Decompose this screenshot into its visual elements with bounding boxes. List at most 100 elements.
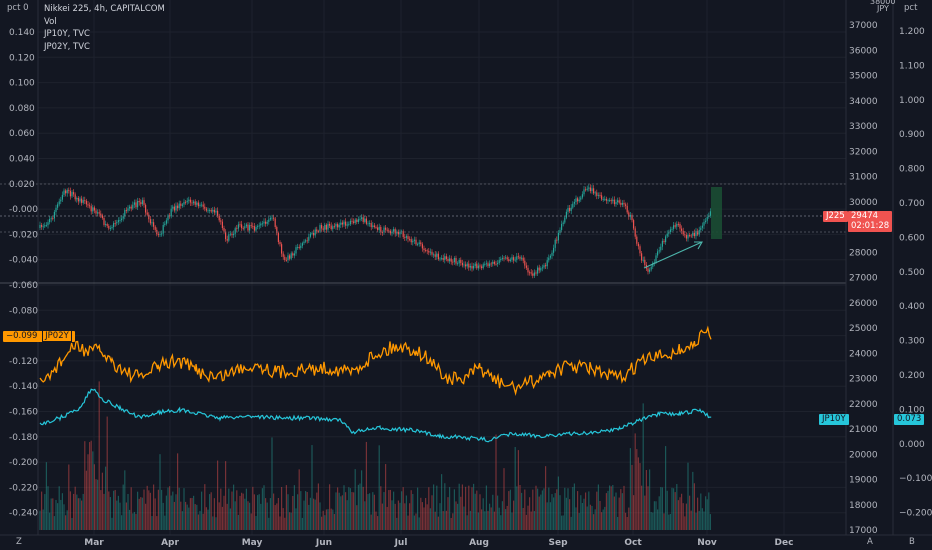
candle-body (381, 232, 383, 233)
candle-body (39, 225, 41, 228)
candle-body (247, 224, 249, 231)
candle-body (687, 234, 689, 239)
candle-body (285, 260, 287, 261)
volume-bar (556, 489, 558, 530)
volume-bar (671, 487, 673, 530)
candle-body (449, 258, 451, 262)
volume-bar (703, 511, 705, 530)
candle-body (626, 205, 628, 213)
volume-bar (117, 495, 119, 530)
candle-body (596, 192, 598, 196)
volume-bar (322, 510, 324, 530)
right-axis-unit[interactable]: pct (904, 3, 918, 13)
candle-body (511, 257, 513, 260)
volume-bar (234, 501, 236, 530)
candle-body (135, 202, 137, 208)
legend-main-series[interactable]: Nikkei 225, 4h, CAPITALCOM (44, 4, 165, 14)
candle-body (359, 218, 361, 220)
jp02y-value-badge: −0.099 JP02Y (3, 330, 75, 342)
volume-bar (314, 499, 316, 530)
volume-bar (135, 513, 137, 530)
candle-body (161, 233, 163, 235)
volume-bar (68, 464, 70, 530)
right-axis[interactable]: 1.200 1.100 1.000 0.900 0.800 0.700 0.600 0.500… (899, 27, 932, 519)
volume-bar (161, 489, 163, 530)
time-axis[interactable]: Mar Apr May Jun Jul Aug Sep Oct Nov Dec (84, 538, 793, 548)
volume-bar (143, 489, 145, 530)
right-axis-auto-button[interactable]: B (909, 537, 915, 547)
left-scale-unit[interactable]: pct 0 (7, 3, 29, 13)
candle-body (565, 211, 567, 218)
candle-body (417, 244, 419, 245)
volume-bar (642, 403, 644, 530)
legend-vol[interactable]: Vol (44, 16, 57, 27)
left-axis[interactable]: 0.140 0.120 0.100 0.080 0.060 0.040 0.020 -0.00… (9, 28, 38, 519)
candle-body (105, 224, 107, 225)
candle-body (173, 206, 175, 211)
volume-bar (521, 492, 523, 530)
candle-body (447, 258, 449, 262)
candle-body (365, 218, 367, 224)
legend-jp02y[interactable]: JP02Y, TVC (44, 41, 90, 52)
volume-bar (511, 512, 513, 530)
candle-body (335, 224, 337, 227)
candle-body (625, 204, 627, 206)
candle-body (639, 246, 641, 254)
price-axis[interactable]: 37000 36000 35000 34000 33000 32000 31000 30000… (849, 21, 878, 536)
candle-body (564, 217, 566, 223)
forecast-zone[interactable] (711, 187, 722, 239)
volume-bar (81, 500, 83, 530)
candle-body (234, 228, 236, 234)
volume-bar (76, 494, 78, 530)
volume-bar (229, 508, 231, 530)
left-axis-mode-button[interactable]: Z (16, 537, 22, 547)
candle-body (612, 199, 614, 202)
volume-bar (335, 492, 337, 530)
candle-body (498, 260, 500, 264)
volume-bar (263, 485, 265, 530)
candle-body (257, 226, 259, 228)
volume-bar (74, 486, 76, 530)
volume-bar (172, 491, 174, 530)
volume-bar (420, 497, 422, 530)
time-axis-label: Dec (775, 538, 794, 548)
candle-body (228, 234, 230, 241)
volume-bar (271, 437, 273, 530)
chart-legend: Nikkei 225, 4h, CAPITALCOM Vol JP10Y, TV… (44, 3, 165, 53)
candle-body (588, 187, 590, 189)
candle-body (245, 224, 247, 227)
candle-body (188, 199, 190, 201)
volume-bar (476, 490, 478, 530)
candle-body (301, 243, 303, 246)
volume-bar (647, 486, 649, 530)
candle-body (95, 210, 97, 214)
candle-body (329, 224, 331, 226)
left-unit-label: pct (7, 3, 21, 13)
candle-body (225, 231, 227, 240)
candle-body (351, 220, 353, 222)
volume-bar (559, 495, 561, 530)
price-axis-label: 27000 (849, 274, 878, 284)
trend-arrow[interactable] (643, 241, 703, 269)
price-axis-auto-button[interactable]: A (867, 537, 873, 547)
volume-bar (266, 502, 268, 530)
candle-body (309, 233, 311, 237)
volume-bar (570, 516, 572, 530)
legend-jp10y[interactable]: JP10Y, TVC (44, 29, 90, 39)
candle-body (73, 192, 75, 195)
candle-body (180, 203, 182, 206)
candle-body (541, 267, 543, 269)
candle-body (311, 233, 313, 234)
volume-bar (527, 505, 529, 530)
candle-body (361, 217, 363, 219)
time-axis-label: Apr (161, 538, 179, 548)
volume-bar (340, 496, 342, 530)
volume-bar (233, 484, 235, 530)
volume-bar (226, 503, 228, 530)
candle-body (295, 247, 297, 254)
candle-body (394, 229, 396, 234)
candle-body (580, 197, 582, 200)
volume-bar (167, 487, 169, 530)
right-axis-label: −0.200 (899, 509, 932, 519)
